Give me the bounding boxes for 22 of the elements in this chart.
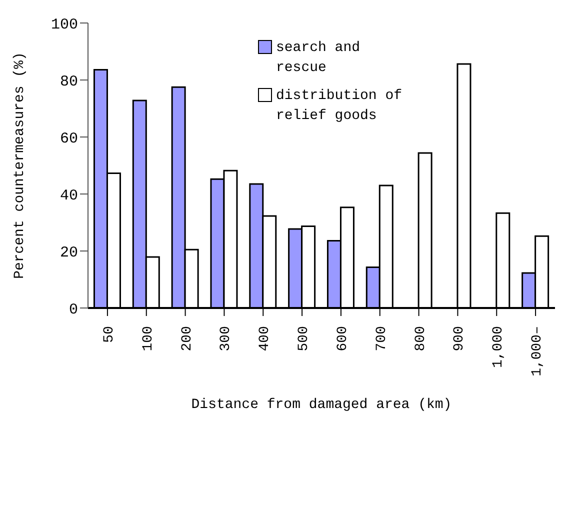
y-tick-label: 60 (60, 130, 78, 148)
x-tick-label: 200 (179, 326, 196, 352)
x-axis-title: Distance from damaged area (km) (191, 397, 452, 413)
x-tick-label: 50 (101, 326, 118, 343)
y-tick-label: 0 (68, 301, 78, 318)
x-tick-label: 500 (296, 326, 312, 352)
y-tick-label: 100 (50, 16, 78, 34)
y-tick-label: 80 (60, 73, 78, 90)
x-tick-label: 400 (257, 326, 274, 352)
legend-label: distribution of relief goods (276, 87, 404, 126)
x-tick-label: 300 (218, 326, 234, 352)
x-tick-label: 600 (334, 326, 351, 352)
y-tick-label: 20 (60, 244, 78, 262)
x-tick-label: 900 (452, 326, 468, 352)
y-axis-title: Percent countermeasures (%) (12, 52, 28, 279)
legend-label: search and rescue (276, 39, 362, 78)
x-tick-label: 1,000– (530, 326, 546, 376)
x-tick-label: 1,000 (490, 326, 507, 368)
y-tick-label: 40 (60, 187, 78, 204)
x-tick-label: 700 (374, 326, 390, 352)
x-tick-label: 800 (412, 326, 429, 352)
x-tick-label: 100 (140, 326, 156, 352)
